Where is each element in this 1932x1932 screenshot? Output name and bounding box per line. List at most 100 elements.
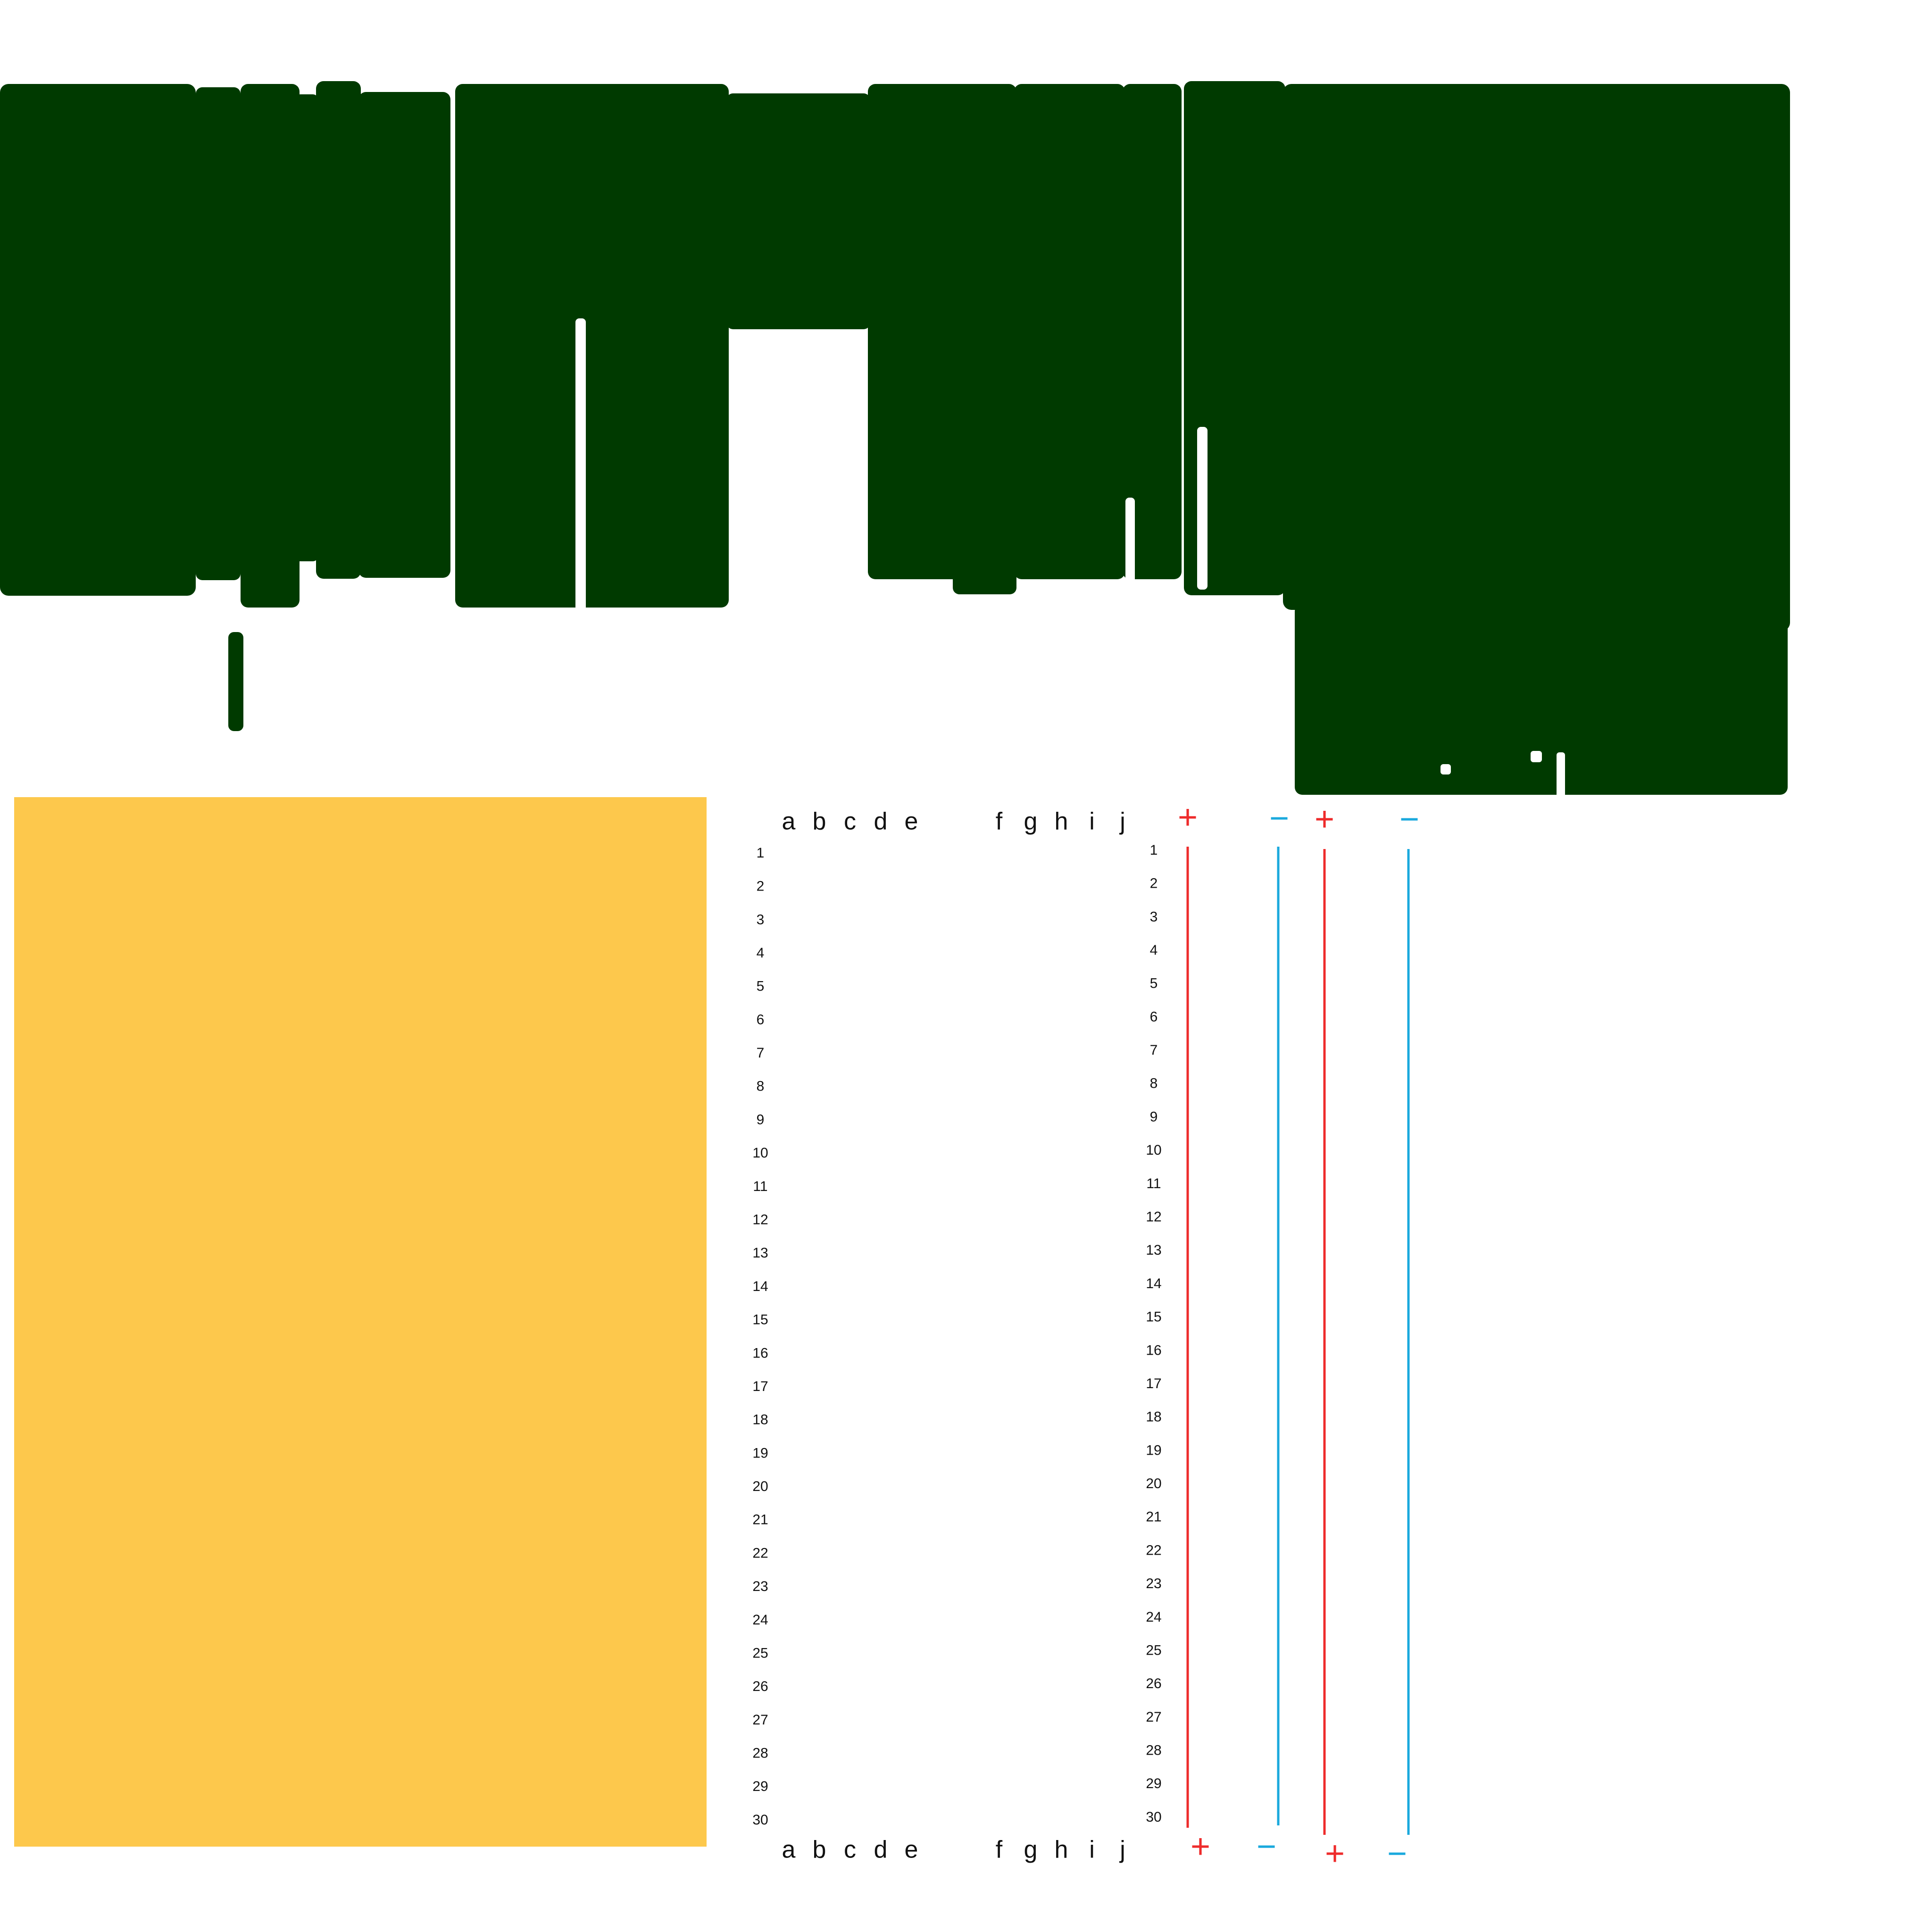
wire-cluster xyxy=(358,92,450,578)
wire-gap xyxy=(1531,751,1542,762)
wire-gap xyxy=(1125,498,1135,583)
row-number: 17 xyxy=(752,1379,768,1394)
row-numbers-right: 1234567891011121314151617181920212223242… xyxy=(1146,842,1161,1825)
wire-cluster xyxy=(953,552,1016,594)
row-number: 27 xyxy=(752,1712,768,1728)
row-number: 1 xyxy=(757,845,765,861)
rail-symbols: + − + −+ − + − xyxy=(1178,799,1419,1873)
row-number: 30 xyxy=(1146,1809,1161,1825)
wire-gap xyxy=(1557,752,1565,802)
row-number: 3 xyxy=(757,912,765,927)
row-number: 21 xyxy=(1146,1509,1161,1525)
row-number: 24 xyxy=(1146,1609,1161,1625)
column-letter: f xyxy=(996,1836,1003,1864)
row-numbers-left: 1234567891011121314151617181920212223242… xyxy=(752,845,768,1828)
row-number: 2 xyxy=(1150,876,1158,891)
row-number: 9 xyxy=(1150,1109,1158,1124)
yellow-block xyxy=(14,797,707,1847)
row-number: 20 xyxy=(752,1479,768,1494)
row-number: 28 xyxy=(752,1746,768,1761)
wire-cluster xyxy=(0,84,196,596)
row-number: 15 xyxy=(1146,1309,1161,1325)
row-number: 10 xyxy=(1146,1142,1161,1158)
wire-cluster xyxy=(1295,604,1788,795)
column-letter: c xyxy=(844,1836,856,1864)
wire-gap xyxy=(575,318,586,611)
column-letter: e xyxy=(905,1836,918,1864)
row-number: 8 xyxy=(757,1079,765,1094)
row-number: 7 xyxy=(1150,1042,1158,1058)
row-number: 30 xyxy=(752,1812,768,1828)
row-number: 5 xyxy=(1150,976,1158,991)
row-number: 28 xyxy=(1146,1743,1161,1758)
row-number: 4 xyxy=(757,945,765,961)
wire-cluster xyxy=(316,81,361,579)
column-letter: c xyxy=(844,808,856,835)
row-number: 2 xyxy=(757,879,765,894)
wire-stub xyxy=(228,632,243,731)
power-rails xyxy=(1186,847,1410,1835)
column-letter: h xyxy=(1055,808,1068,835)
row-number: 25 xyxy=(752,1645,768,1661)
rail-symbol-positive: + xyxy=(1325,1835,1345,1873)
row-number: 19 xyxy=(752,1445,768,1461)
column-letter: e xyxy=(905,808,918,835)
row-number: 13 xyxy=(1146,1242,1161,1258)
row-number: 12 xyxy=(1146,1209,1161,1225)
wire-cluster xyxy=(1123,84,1182,579)
rail-symbol-negative: − xyxy=(1387,1835,1407,1873)
row-number: 23 xyxy=(752,1579,768,1594)
column-letter: i xyxy=(1089,808,1095,835)
row-number: 5 xyxy=(757,979,765,994)
row-number: 20 xyxy=(1146,1476,1161,1491)
column-letter: f xyxy=(996,808,1003,835)
wire-cluster xyxy=(868,84,1016,579)
column-letter: i xyxy=(1089,1836,1095,1864)
rail-symbol-positive: + xyxy=(1178,799,1198,836)
wire-mass xyxy=(0,81,1790,795)
row-number: 10 xyxy=(752,1145,768,1161)
rail-symbol-negative: − xyxy=(1399,800,1419,838)
row-number: 12 xyxy=(752,1212,768,1228)
wire-gap xyxy=(1197,427,1208,590)
wire-cluster xyxy=(196,87,241,580)
row-number: 6 xyxy=(1150,1009,1158,1024)
row-number: 7 xyxy=(757,1045,765,1061)
column-letter: a xyxy=(782,1836,796,1864)
column-letter: h xyxy=(1055,1836,1068,1864)
row-number: 16 xyxy=(752,1345,768,1361)
row-number: 29 xyxy=(752,1779,768,1794)
rail-symbol-negative: − xyxy=(1257,1828,1276,1865)
wire-cluster xyxy=(1486,84,1790,631)
column-letter: d xyxy=(874,808,888,835)
row-number: 14 xyxy=(752,1279,768,1294)
column-letter: j xyxy=(1119,808,1125,835)
rail-symbol-positive: + xyxy=(1191,1828,1210,1865)
row-number: 16 xyxy=(1146,1342,1161,1358)
wire-cluster xyxy=(1184,81,1285,595)
rail-symbol-negative: − xyxy=(1269,799,1289,837)
row-number: 22 xyxy=(1146,1542,1161,1558)
row-number: 11 xyxy=(753,1179,767,1194)
row-number: 1 xyxy=(1150,842,1158,858)
row-number: 26 xyxy=(752,1679,768,1694)
row-number: 18 xyxy=(1146,1409,1161,1425)
row-number: 4 xyxy=(1150,942,1158,958)
row-number: 11 xyxy=(1146,1176,1161,1191)
row-number: 13 xyxy=(752,1245,768,1261)
column-letter: d xyxy=(874,1836,888,1864)
column-letter: g xyxy=(1024,1836,1038,1864)
wire-cluster xyxy=(455,84,729,608)
wire-cluster xyxy=(726,93,870,329)
row-number: 27 xyxy=(1146,1709,1161,1725)
rail-symbol-positive: + xyxy=(1315,800,1334,838)
column-letter: j xyxy=(1119,1836,1125,1864)
row-number: 29 xyxy=(1146,1776,1161,1791)
wire-gap xyxy=(1441,764,1451,774)
row-number: 25 xyxy=(1146,1642,1161,1658)
wire-gaps xyxy=(575,318,1565,802)
